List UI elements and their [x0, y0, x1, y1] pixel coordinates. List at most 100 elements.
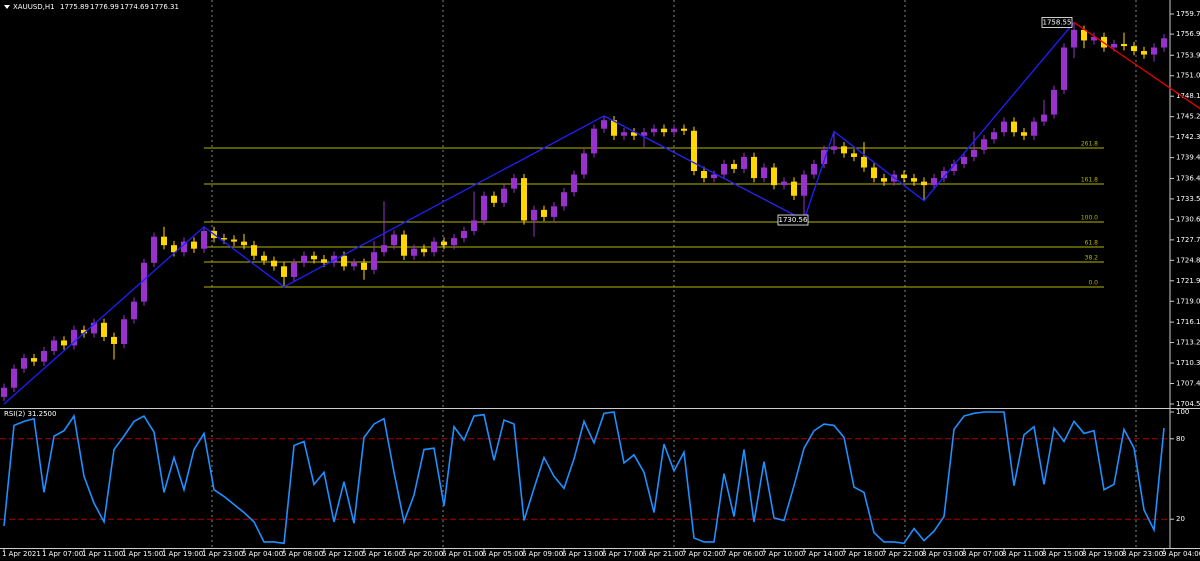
candle-body [61, 340, 67, 346]
x-tick-label: 1 Apr 2021 [2, 550, 41, 558]
candle-body [771, 167, 777, 186]
candle-body [631, 132, 637, 136]
x-tick-label: 5 Apr 08:00 [282, 550, 323, 558]
x-tick-label: 6 Apr 13:00 [562, 550, 603, 558]
candle-body [991, 132, 997, 140]
candle-body [861, 156, 867, 168]
candle-body [521, 178, 527, 221]
fib-label: 0.0 [1088, 280, 1098, 287]
candle-body [1091, 36, 1097, 41]
candle-body [21, 358, 27, 369]
candle-body [431, 241, 437, 253]
y-tick-label: 1710.30 [1176, 359, 1200, 367]
candle-body [1141, 51, 1147, 55]
candle-body [1, 387, 7, 397]
x-tick-label: 7 Apr 14:00 [802, 550, 843, 558]
y-tick-label: 1748.10 [1176, 92, 1200, 100]
candle-body [361, 262, 367, 270]
candle-body [471, 220, 477, 232]
candle-body [271, 260, 277, 267]
candle-body [721, 163, 727, 175]
x-tick-label: 6 Apr 05:00 [482, 550, 523, 558]
plot-layer: 261.8 161.8 100.0 61.8 38.2 0.0 1758.55 1730.56 [0, 17, 1170, 545]
candle-body [981, 139, 987, 150]
price-box-label: 1730.56 [779, 216, 808, 224]
candle-body [671, 128, 677, 133]
candle-body [641, 132, 647, 136]
x-tick-label: 7 Apr 10:00 [762, 550, 803, 558]
x-tick-label: 8 Apr 23:00 [1122, 550, 1163, 558]
zigzag-line [3, 22, 1075, 405]
y-tick-label: 1736.45 [1176, 174, 1200, 182]
candle-body [781, 181, 787, 186]
candle-body [181, 241, 187, 253]
x-tick-label: 7 Apr 18:00 [842, 550, 883, 558]
fib-label: 261.8 [1081, 141, 1098, 148]
candle-body [91, 322, 97, 334]
candle-body [1151, 47, 1157, 55]
x-tick-label: 8 Apr 19:00 [1082, 550, 1123, 558]
candle-body [121, 319, 127, 344]
candle-body [131, 301, 137, 320]
y-tick-label: 1707.40 [1176, 380, 1200, 388]
candle-body [1111, 43, 1117, 48]
candle-body [681, 128, 687, 131]
candle-body [331, 255, 337, 263]
fib-label: 161.8 [1081, 177, 1098, 184]
candle-body [381, 245, 387, 253]
candle-body [31, 358, 37, 362]
x-tick-label: 1 Apr 15:00 [122, 550, 163, 558]
candle-body [541, 209, 547, 217]
candle-body [451, 238, 457, 246]
y-tick-label: 1730.65 [1176, 215, 1200, 223]
x-tick-label: 5 Apr 16:00 [362, 550, 403, 558]
candle-body [1121, 43, 1127, 47]
rsi-tick-label: 20 [1176, 515, 1185, 523]
candle-body [931, 178, 937, 186]
fib-label: 38.2 [1085, 255, 1099, 262]
x-tick-label: 6 Apr 09:00 [522, 550, 563, 558]
candle-body [851, 153, 857, 157]
candle-body [71, 329, 77, 346]
y-tick-label: 1719.05 [1176, 297, 1200, 305]
candle-body [731, 163, 737, 169]
candle-body [941, 171, 947, 179]
candle-body [831, 146, 837, 150]
candle-body [701, 171, 707, 179]
candle-body [511, 178, 517, 189]
candle-body [1061, 47, 1067, 90]
candle-body [391, 234, 397, 246]
fib-label: 61.8 [1085, 239, 1099, 246]
candle-body [961, 156, 967, 164]
candle-body [551, 206, 557, 217]
candle-body [531, 209, 537, 221]
candle-body [241, 241, 247, 246]
candle-body [911, 178, 917, 182]
candle-body [501, 188, 507, 203]
candle-body [141, 262, 147, 302]
y-tick-label: 1751.00 [1176, 72, 1200, 80]
x-tick-label: 6 Apr 21:00 [642, 550, 683, 558]
candle-body [221, 238, 227, 240]
candle-body [441, 241, 447, 246]
candle-body [151, 236, 157, 263]
rsi-tick-label: 100 [1176, 408, 1189, 416]
candle-body [1041, 114, 1047, 122]
y-tick-label: 1727.75 [1176, 236, 1200, 244]
x-tick-label: 5 Apr 20:00 [402, 550, 443, 558]
candle-body [591, 128, 597, 154]
candle-body [581, 153, 587, 175]
candle-body [971, 149, 977, 157]
y-tick-label: 1742.35 [1176, 133, 1200, 141]
candle-body [281, 266, 287, 277]
candle-body [621, 132, 627, 136]
y-tick-label: 1721.95 [1176, 277, 1200, 285]
y-tick-label: 1759.75 [1176, 10, 1200, 18]
candle-body [821, 149, 827, 164]
candle-body [801, 174, 807, 196]
candle-body [901, 174, 907, 179]
candle-body [481, 195, 487, 221]
candle-body [321, 259, 327, 263]
candle-body [261, 255, 267, 261]
